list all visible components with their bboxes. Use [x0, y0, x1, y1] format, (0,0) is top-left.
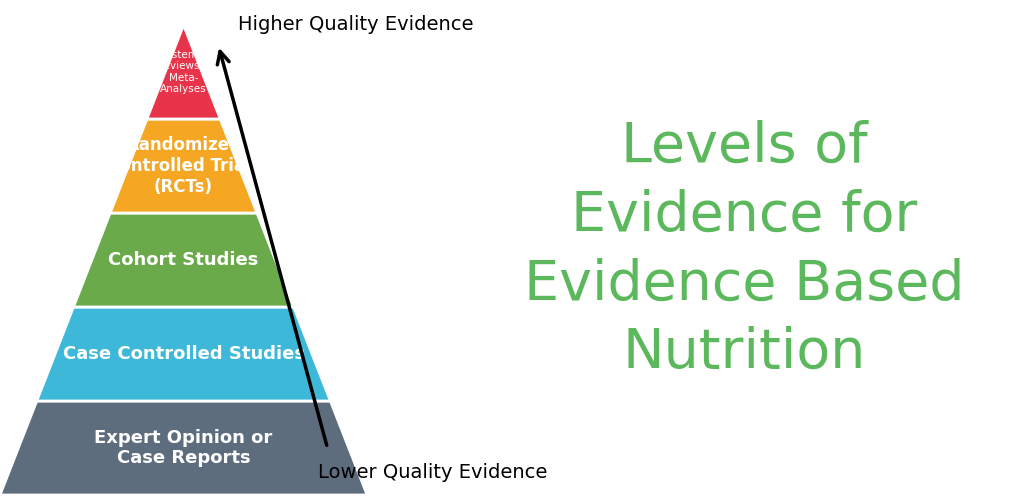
Text: Levels of
Evidence for
Evidence Based
Nutrition: Levels of Evidence for Evidence Based Nu…: [524, 120, 965, 380]
Polygon shape: [37, 307, 331, 401]
Polygon shape: [111, 119, 257, 213]
Polygon shape: [74, 213, 294, 307]
Polygon shape: [0, 401, 368, 495]
Text: Cohort Studies: Cohort Studies: [109, 251, 259, 269]
Text: Systemic
Reviews &
Meta-
Analyses: Systemic Reviews & Meta- Analyses: [157, 50, 211, 94]
Text: Expert Opinion or
Case Reports: Expert Opinion or Case Reports: [94, 428, 272, 468]
Text: Lower Quality Evidence: Lower Quality Evidence: [317, 462, 547, 481]
Text: Higher Quality Evidence: Higher Quality Evidence: [239, 16, 474, 34]
Text: Randomized
Controlled Trials
(RCTs): Randomized Controlled Trials (RCTs): [106, 136, 260, 196]
Text: Case Controlled Studies: Case Controlled Studies: [62, 345, 304, 363]
Polygon shape: [146, 25, 220, 119]
